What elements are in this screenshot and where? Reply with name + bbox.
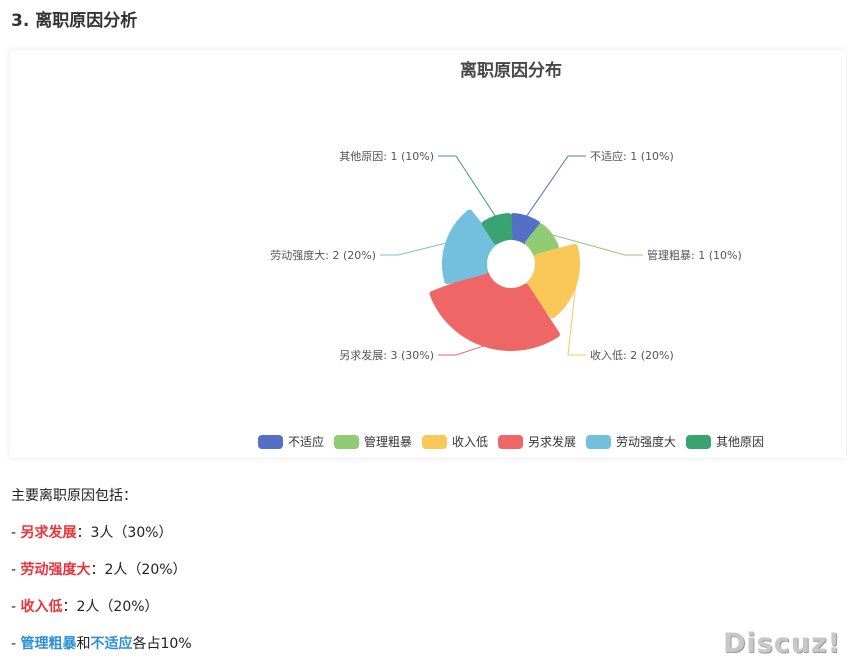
summary-item: - 劳动强度大：2人（20%） (11, 559, 187, 581)
legend-item[interactable]: 另求发展 (498, 434, 576, 449)
section-title: 3. 离职原因分析 (11, 11, 138, 31)
legend-item[interactable]: 不适应 (258, 434, 324, 449)
summary-item: - 管理粗暴和不适应各占10% (11, 633, 192, 655)
reason-highlight: 劳动强度大 (20, 562, 91, 578)
conjunction: 和 (76, 636, 91, 652)
list-dash: - (11, 525, 21, 541)
legend-swatch (586, 435, 611, 449)
reason-highlight: 管理粗暴 (20, 636, 77, 652)
legend-label: 管理粗暴 (364, 434, 412, 449)
slice-label: 劳动强度大: 2 (20%) (270, 248, 376, 262)
slice-label: 管理粗暴: 1 (10%) (647, 248, 742, 262)
label-leader-line (526, 155, 586, 217)
slice-label: 另求发展: 3 (30%) (339, 348, 434, 362)
reason-highlight: 不适应 (90, 636, 133, 652)
rose-slice[interactable] (524, 223, 559, 258)
chart-panel: 离职原因分布 不适应: 1 (10%) 管理粗暴: 1 (10%) 收入低: 2 (… (10, 50, 846, 458)
reason-detail: ：3人（30%） (76, 525, 173, 541)
legend-item[interactable]: 收入低 (422, 435, 488, 449)
legend-swatch (498, 435, 523, 449)
legend-swatch (258, 435, 283, 449)
slice-label: 其他原因: 1 (10%) (339, 150, 434, 163)
rose-chart: 离职原因分布 不适应: 1 (10%) 管理粗暴: 1 (10%) 收入低: 2 (… (258, 60, 764, 449)
label-leader-line (567, 284, 586, 356)
reason-detail: 各占10% (132, 636, 192, 652)
label-leader-line (438, 345, 485, 356)
chart-title: 离职原因分布 (460, 60, 562, 81)
summary-item: - 收入低：2人（20%） (11, 596, 159, 618)
summary-item: - 另求发展：3人（30%） (11, 522, 173, 544)
legend-label: 不适应 (288, 434, 324, 449)
label-leader-line (551, 234, 643, 256)
discuz-watermark: Discuz! (723, 628, 841, 659)
legend-item[interactable]: 劳动强度大 (586, 434, 676, 449)
rose-slice[interactable] (442, 209, 498, 285)
list-dash: - (11, 636, 21, 652)
legend-swatch (686, 435, 711, 449)
label-leader-line (380, 242, 447, 256)
legend-label: 其他原因 (716, 435, 764, 449)
legend-label: 劳动强度大 (616, 434, 676, 449)
rose-slice[interactable] (481, 213, 513, 245)
legend-item[interactable]: 管理粗暴 (334, 434, 412, 449)
reason-highlight: 另求发展 (20, 525, 77, 541)
list-dash: - (11, 562, 21, 578)
legend-item[interactable]: 其他原因 (686, 435, 764, 449)
reason-highlight: 收入低 (20, 599, 63, 615)
list-dash: - (11, 599, 21, 615)
legend-swatch (334, 435, 359, 449)
rose-slice[interactable] (429, 270, 560, 351)
summary-intro: 主要离职原因包括： (11, 488, 137, 504)
reason-detail: ：2人（20%） (62, 599, 159, 615)
slice-label: 收入低: 2 (20%) (590, 348, 674, 362)
legend-swatch (422, 435, 447, 449)
legend-label: 另求发展 (528, 434, 576, 449)
rose-slice[interactable] (509, 213, 541, 245)
label-leader-line (438, 155, 496, 217)
slice-label: 不适应: 1 (10%) (590, 149, 674, 163)
rose-slice[interactable] (524, 243, 580, 319)
legend-label: 收入低 (452, 435, 488, 449)
reason-detail: ：2人（20%） (90, 562, 187, 578)
